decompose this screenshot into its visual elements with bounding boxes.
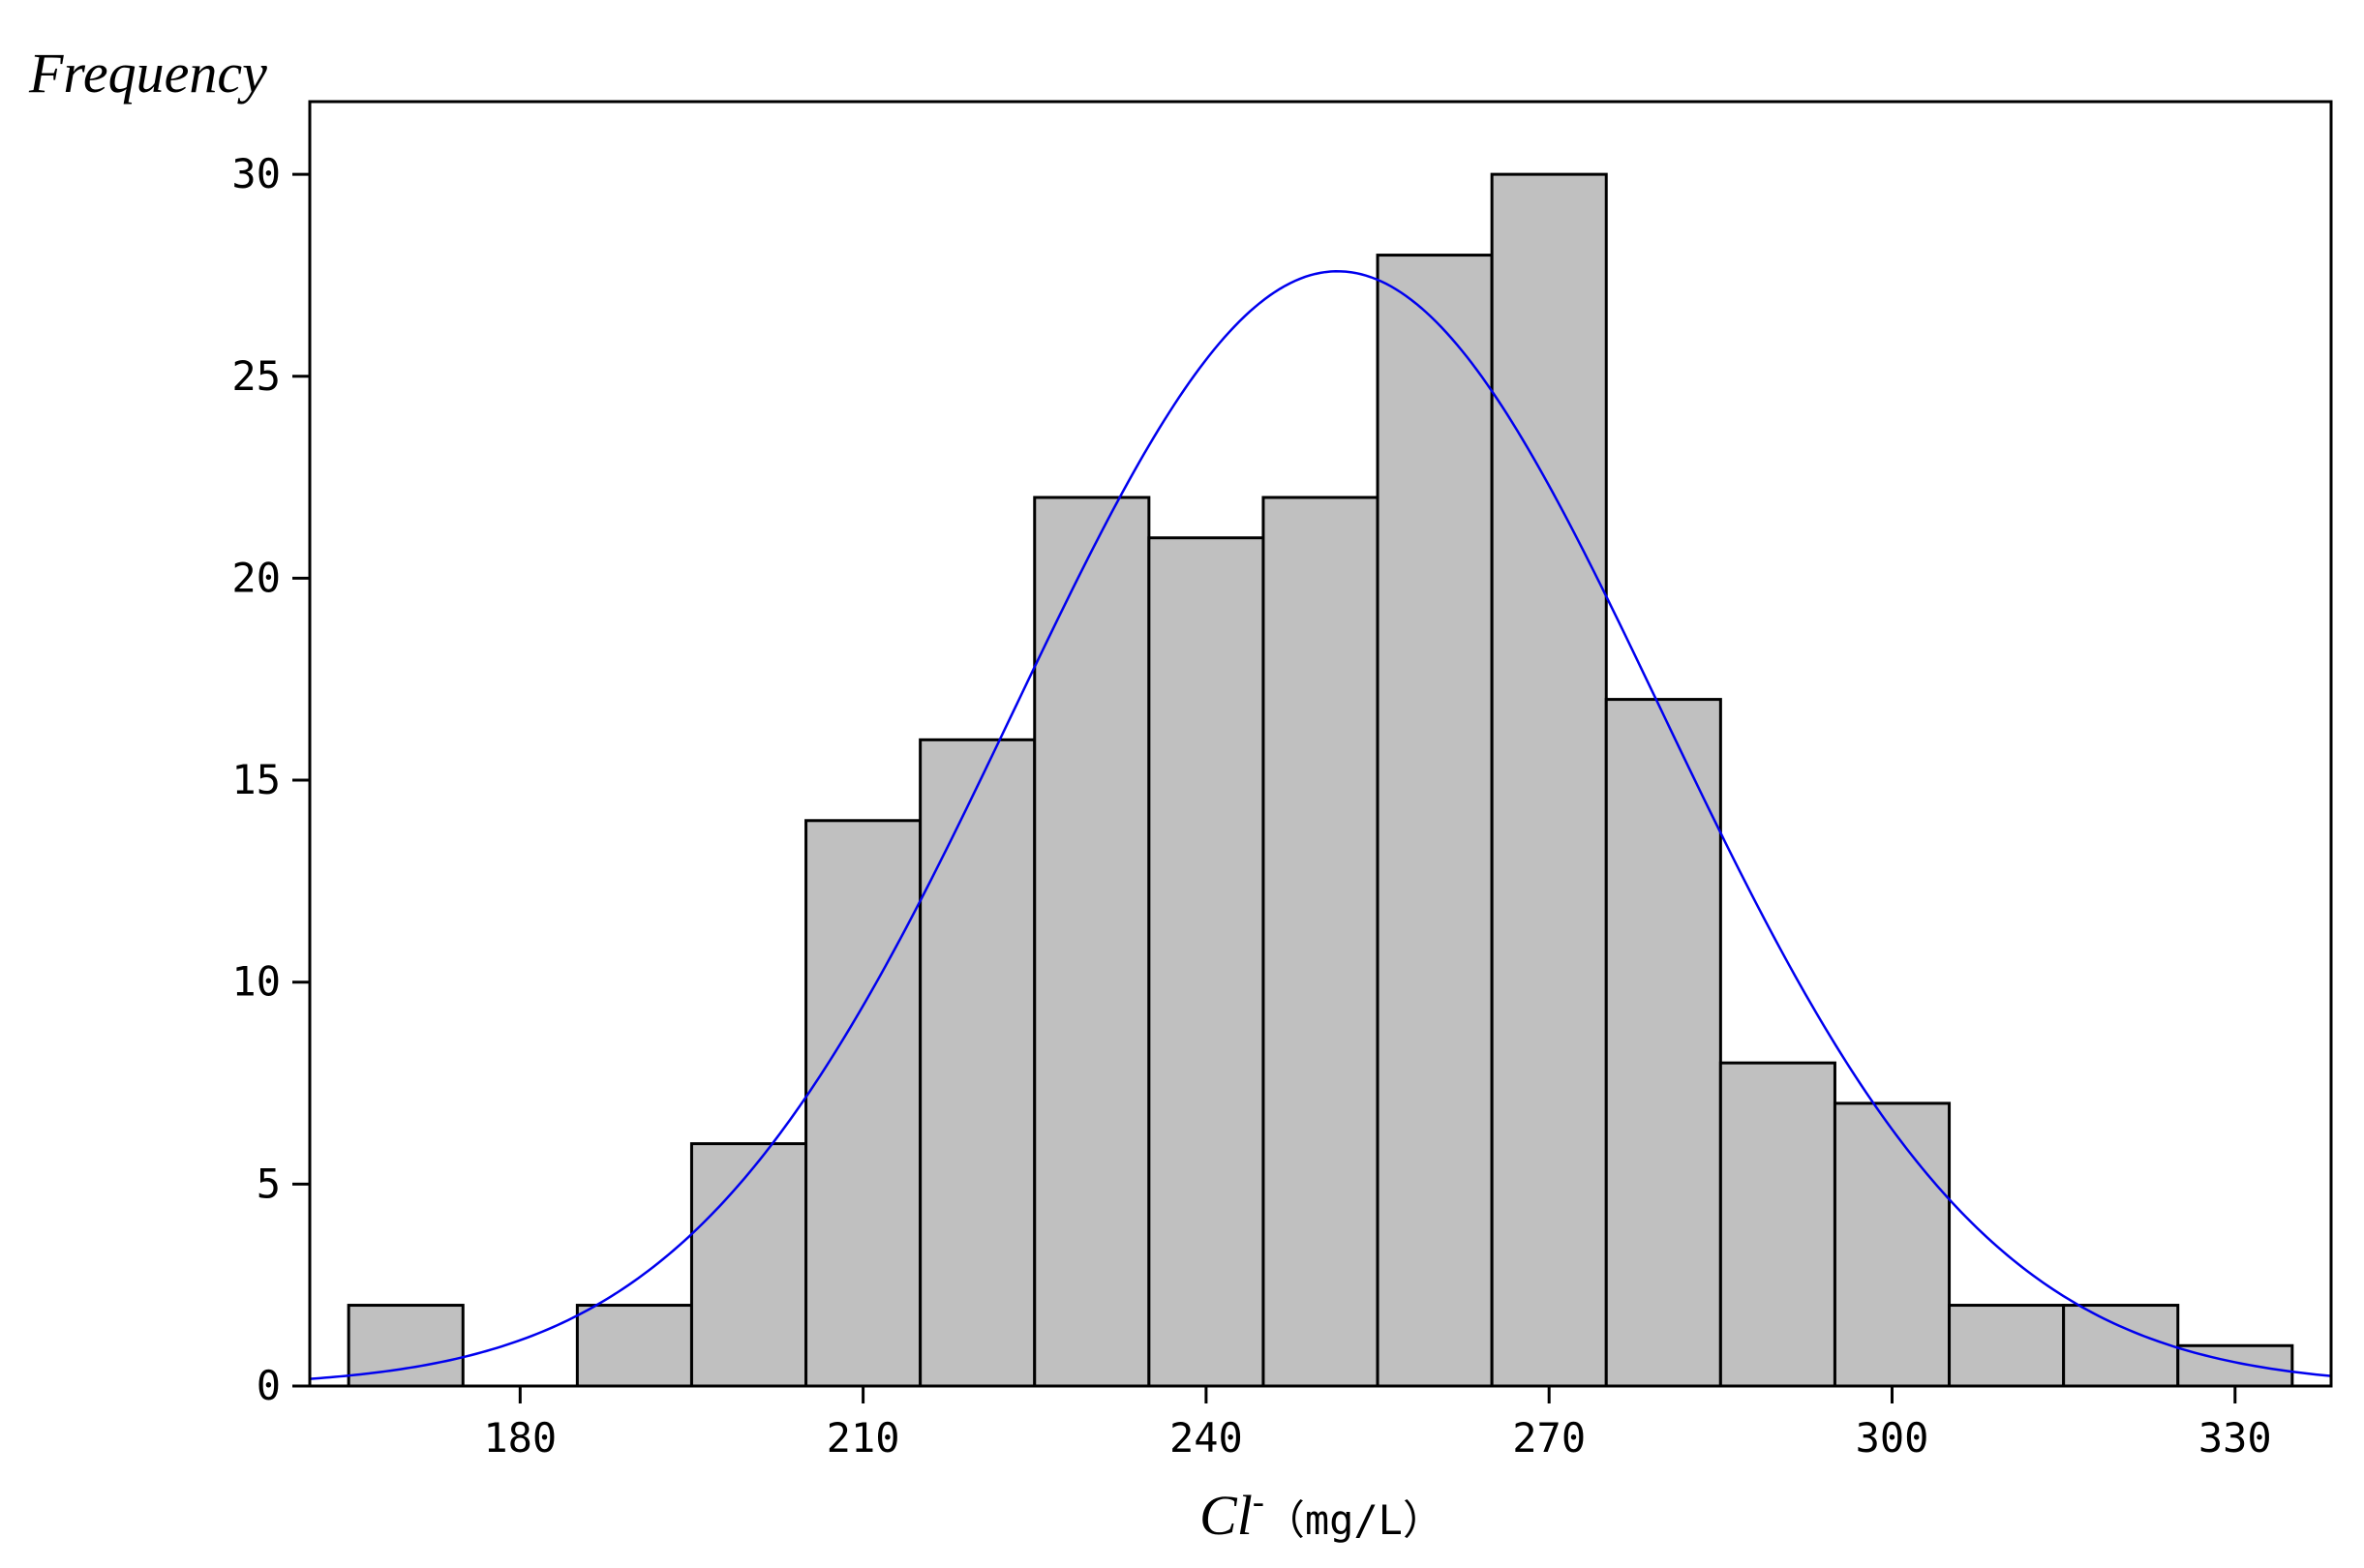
histogram-bar-185-195 — [575, 1304, 693, 1388]
histogram-bar-205-215 — [804, 819, 923, 1388]
y-tick-label-25: 25 — [231, 352, 281, 400]
histogram-bar-305-315 — [1948, 1304, 2066, 1388]
normal-distribution-curve — [309, 270, 2332, 1380]
normal-curve-group — [309, 270, 2332, 1380]
histogram-bar-265-275 — [1490, 172, 1608, 1388]
y-tick-label-10: 10 — [231, 958, 281, 1006]
histogram-bar-295-305 — [1833, 1101, 1952, 1388]
histogram-bar-215-225 — [919, 738, 1037, 1388]
plot-frame — [308, 100, 2333, 1388]
histogram-bar-195-205 — [689, 1142, 808, 1388]
y-axis: 0 5 10 15 20 25 30 — [231, 150, 310, 1409]
histogram-bar-315-325 — [2062, 1304, 2180, 1388]
x-tick-label-270: 270 — [1512, 1414, 1586, 1462]
x-axis-superscript: - — [1253, 1482, 1264, 1521]
histogram-bar-235-245 — [1147, 536, 1265, 1388]
x-tick-label-210: 210 — [827, 1414, 900, 1462]
y-tick-label-0: 0 — [257, 1362, 281, 1409]
x-tick-label-300: 300 — [1856, 1414, 1929, 1462]
x-axis-unit: （mg/L） — [1264, 1496, 1443, 1544]
x-axis-symbol: Cl — [1199, 1484, 1253, 1547]
y-tick-label-30: 30 — [231, 150, 281, 197]
x-tick-label-240: 240 — [1169, 1414, 1243, 1462]
y-tick-label-5: 5 — [257, 1160, 281, 1207]
x-tick-label-330: 330 — [2198, 1414, 2272, 1462]
histogram-bar-285-295 — [1718, 1061, 1836, 1388]
histogram-bar-245-255 — [1261, 496, 1379, 1388]
histogram-bar-275-285 — [1604, 698, 1722, 1388]
y-axis-title: Frequency — [28, 42, 267, 105]
y-tick-label-20: 20 — [231, 554, 281, 601]
y-tick-label-15: 15 — [231, 756, 281, 803]
x-axis: 180 210 240 270 300 330 — [483, 1386, 2272, 1462]
bars-group — [347, 172, 2294, 1388]
histogram-bar-255-265 — [1376, 254, 1494, 1388]
x-tick-label-180: 180 — [483, 1414, 557, 1462]
x-axis-title: Cl-（mg/L） — [1199, 1482, 1443, 1547]
